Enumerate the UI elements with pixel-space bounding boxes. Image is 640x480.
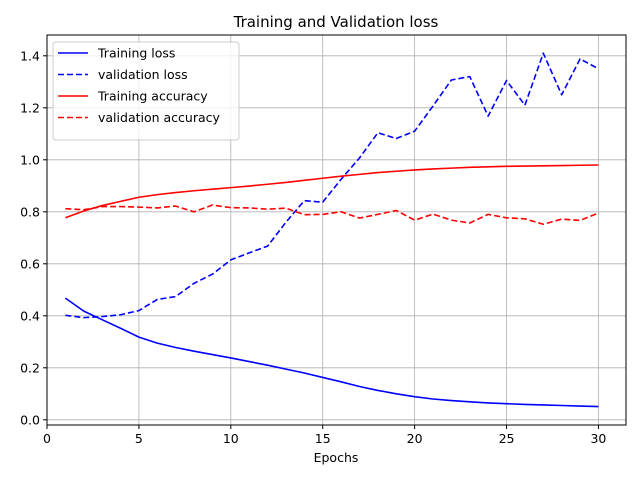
chart-title: Training and Validation loss (233, 13, 439, 31)
ticks: 0 5 10 15 20 25 30 0.0 0.2 0.4 0.6 0.8 1.0 1.2 1.4 (20, 48, 606, 446)
grid (46, 35, 626, 425)
x-tick-label: 15 (315, 431, 331, 446)
legend-entry: validation accuracy (98, 110, 221, 125)
series-line-training-loss (64, 297, 599, 408)
x-tick-label: 25 (499, 431, 515, 446)
x-tick-label: 30 (590, 431, 606, 446)
series-line-validation-accuracy (65, 204, 599, 226)
legend-entry: Training accuracy (97, 89, 208, 104)
plot-frame (46, 34, 627, 426)
y-tick-label: 1.0 (20, 152, 40, 167)
y-tick-label: 0.6 (20, 256, 40, 271)
y-tick-label: 0.2 (20, 360, 40, 375)
y-tick-label: 0.8 (20, 204, 40, 219)
legend-entry: Training loss (97, 46, 175, 61)
x-tick-label: 10 (223, 431, 239, 446)
y-tick-label: 1.4 (20, 48, 40, 63)
x-axis-label: Epochs (314, 450, 359, 465)
y-tick-label: 0.0 (20, 412, 40, 427)
y-tick-label: 0.4 (20, 308, 40, 323)
series-layer (64, 52, 599, 408)
legend-entry: validation loss (98, 67, 188, 82)
x-tick-label: 20 (407, 431, 423, 446)
series-line-training-accuracy (65, 164, 599, 219)
series-line-validation-loss (65, 52, 599, 319)
x-tick-label: 0 (43, 431, 51, 446)
legend: Training loss validation loss Training acc… (52, 41, 240, 141)
legend-box (52, 41, 240, 141)
y-tick-label: 1.2 (20, 100, 40, 115)
x-tick-label: 5 (135, 431, 143, 446)
